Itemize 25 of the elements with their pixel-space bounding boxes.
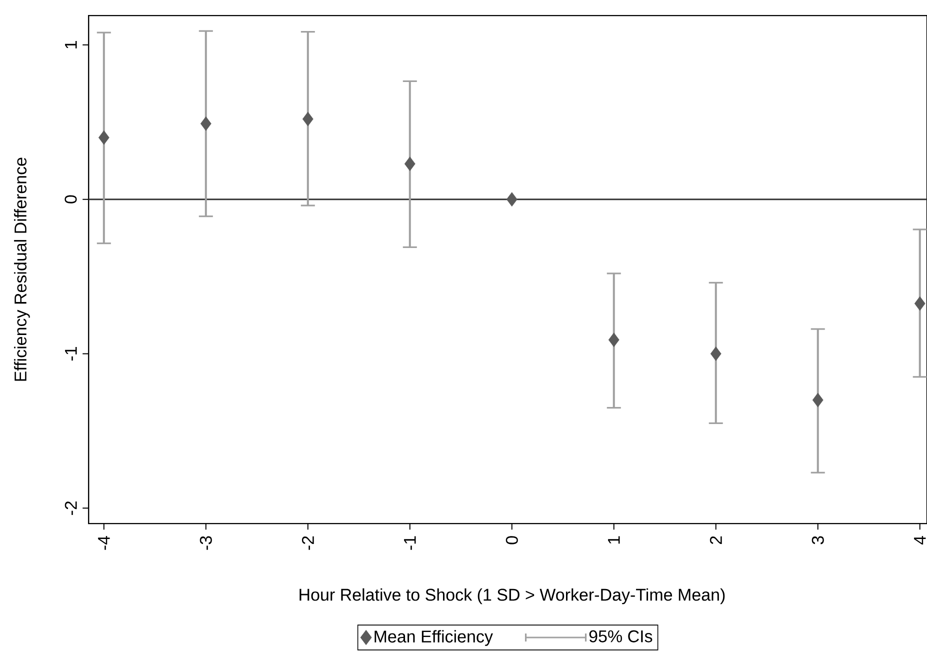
point [812, 392, 824, 408]
point [200, 116, 212, 131]
y-tick-label: -2 [64, 501, 77, 515]
point [302, 112, 314, 126]
point [404, 156, 416, 172]
x-tick-label: 2 [710, 536, 722, 544]
x-tick-label: 4 [914, 536, 926, 545]
point [710, 346, 722, 361]
x-tick-label: 1 [608, 536, 620, 544]
x-tick-label: 3 [812, 536, 824, 544]
legend-label: Mean Efficiency [374, 630, 493, 646]
x-tick-label: 0 [506, 536, 518, 544]
point [608, 332, 620, 348]
text: 95% CIs [589, 630, 652, 642]
x-tick-label: -3 [200, 536, 212, 550]
x-tick-label: -1 [404, 536, 416, 550]
x-tick-label: -4 [98, 536, 110, 550]
y-axis-title: Efficiency Residual Difference [14, 158, 30, 381]
point [506, 192, 518, 207]
x-axis-title: Hour Relative to Shock (1 SD > Worker-Day-Time Mean) [300, 588, 725, 604]
x-tick-label: -2 [302, 536, 314, 550]
y-tick-label: -1 [65, 347, 77, 361]
y-tick-label: 1 [65, 41, 77, 48]
y-tick-label: 0 [64, 195, 77, 204]
point [98, 130, 110, 145]
